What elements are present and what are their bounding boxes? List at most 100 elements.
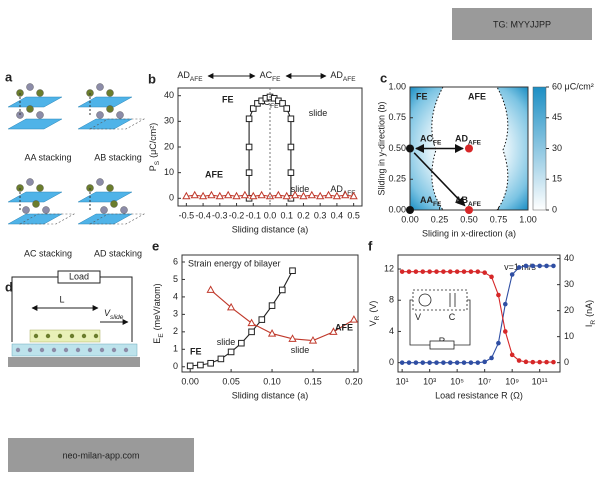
marker xyxy=(434,269,439,274)
y2-axis-label: IR (nA) xyxy=(584,300,597,327)
atom xyxy=(45,333,51,339)
atom xyxy=(22,206,30,214)
point-label-part: AA xyxy=(420,195,433,205)
layer xyxy=(7,191,63,203)
marker xyxy=(232,191,241,200)
plot-frame xyxy=(181,254,359,373)
marker xyxy=(482,270,487,275)
series-name: FE xyxy=(190,346,202,356)
phase-label: ADAFE xyxy=(330,70,356,83)
annotation: slide xyxy=(309,108,328,118)
marker xyxy=(349,315,359,323)
layer-ghost xyxy=(18,213,76,225)
x-tick-label: 0.00 xyxy=(401,214,419,224)
marker xyxy=(287,169,295,176)
y-axis-label-part: R xyxy=(374,315,381,320)
colorbar-label: 45 xyxy=(552,112,562,122)
marker xyxy=(427,269,432,274)
marker xyxy=(523,359,529,365)
phase-label: ADAFE xyxy=(177,70,203,83)
annotation-part: C xyxy=(449,312,456,322)
annotation-part: slide xyxy=(291,345,310,355)
x-tick-label: 10⁵ xyxy=(450,376,464,386)
marker xyxy=(502,301,508,307)
marker xyxy=(447,269,453,274)
phase-label-part: AD xyxy=(330,70,343,80)
marker xyxy=(496,340,501,346)
atom xyxy=(27,347,33,353)
point-label-part: AFE xyxy=(468,140,482,147)
phase-label-part: AD xyxy=(177,70,190,80)
atom xyxy=(99,347,105,353)
y-tick-label: 40 xyxy=(164,90,174,100)
y-axis-label-part: (meV/atom) xyxy=(152,283,162,330)
arrow xyxy=(413,152,466,207)
velocity-label-part: slide xyxy=(110,314,124,321)
atom xyxy=(96,111,104,119)
atom xyxy=(110,200,118,208)
marker xyxy=(544,359,549,365)
marker xyxy=(551,263,556,269)
point-label: AAFE xyxy=(420,195,442,208)
marker xyxy=(406,360,412,365)
marker xyxy=(316,191,325,200)
panel-label: c xyxy=(380,70,387,85)
atom xyxy=(33,333,39,339)
atom xyxy=(51,347,57,353)
marker xyxy=(434,360,439,365)
atom xyxy=(57,333,63,339)
marker xyxy=(265,191,275,200)
marker xyxy=(248,328,255,336)
marker xyxy=(420,269,426,274)
atom xyxy=(123,347,129,353)
marker xyxy=(482,359,487,365)
top-layer xyxy=(29,329,101,343)
marker xyxy=(258,316,266,323)
marker xyxy=(544,263,549,269)
x-tick-label: 10³ xyxy=(423,376,436,386)
point-label-part: FE xyxy=(433,140,442,147)
marker xyxy=(186,362,194,370)
atom xyxy=(116,111,124,119)
annotation-part: slide xyxy=(291,184,310,194)
marker xyxy=(245,143,253,151)
y-axis-label-part: (V) xyxy=(368,301,378,313)
colorbar xyxy=(532,86,547,211)
atom xyxy=(81,333,87,339)
marker xyxy=(406,144,414,153)
marker xyxy=(523,263,529,269)
y-tick-label: 2 xyxy=(173,326,178,336)
point-label: ADAFE xyxy=(455,134,482,147)
plot-frame xyxy=(397,254,561,373)
atom xyxy=(75,347,81,353)
y-axis-label-part: E xyxy=(158,333,165,338)
marker xyxy=(283,105,291,112)
watermark-box xyxy=(8,438,194,472)
x-axis-label: Sliding in x-direction (a) xyxy=(422,228,516,238)
velocity-label: Vslide xyxy=(104,308,124,321)
region-label: AFE xyxy=(468,91,486,101)
y2-tick-label: 40 xyxy=(564,253,574,263)
y2-tick-label: 30 xyxy=(564,279,574,289)
y2-axis-label-part: (nA) xyxy=(584,300,594,317)
resistor xyxy=(429,340,455,350)
y-axis-label: Sliding in y-direction (b) xyxy=(376,101,386,195)
marker xyxy=(441,269,446,274)
marker xyxy=(308,336,318,344)
watermark-box xyxy=(452,8,592,40)
y-tick-label: 10 xyxy=(164,167,174,177)
marker xyxy=(461,269,467,274)
x-tick-label: 0.0 xyxy=(264,210,277,220)
point-label: ACFE xyxy=(420,134,442,147)
x-axis-label: Load resistance R (Ω) xyxy=(435,390,523,400)
source xyxy=(418,293,432,307)
marker xyxy=(238,339,245,347)
marker xyxy=(289,267,296,275)
marker xyxy=(247,318,256,327)
annotation-part: slide xyxy=(309,108,328,118)
atom xyxy=(42,206,50,214)
marker xyxy=(245,169,253,176)
annotation: slide xyxy=(291,184,310,194)
marker xyxy=(406,269,412,274)
series-line xyxy=(190,270,293,367)
